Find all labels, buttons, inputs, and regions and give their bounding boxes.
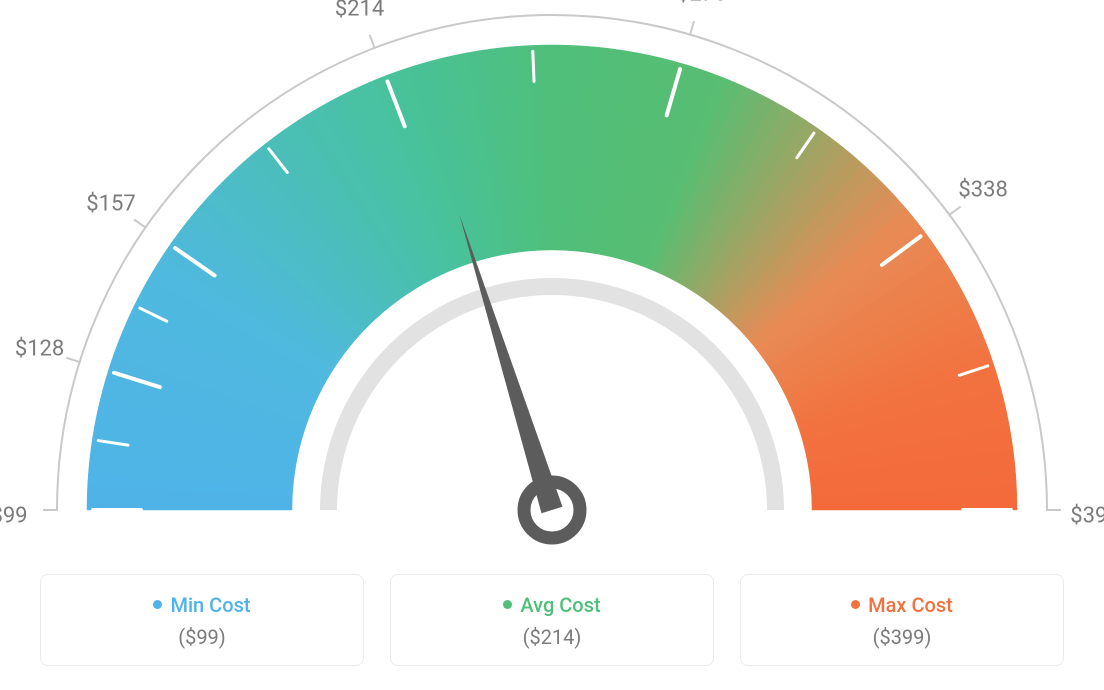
tick-label: $128 [15, 337, 64, 362]
legend-card-max: Max Cost ($399) [740, 574, 1064, 666]
legend-card-avg: Avg Cost ($214) [390, 574, 714, 666]
gauge-arc [87, 45, 1017, 510]
legend-title-min: Min Cost [41, 593, 363, 617]
dot-max [851, 600, 860, 609]
legend-row: Min Cost ($99) Avg Cost ($214) Max Cost … [40, 574, 1064, 666]
tick-label: $99 [0, 504, 28, 529]
tick-label: $399 [1070, 504, 1104, 529]
tick-label: $276 [677, 0, 726, 7]
legend-title-avg-text: Avg Cost [520, 593, 600, 617]
legend-title-min-text: Min Cost [170, 593, 250, 617]
dot-min [153, 600, 162, 609]
gauge-chart: $99 $128 $157 $214 $276 $338 $399 [0, 0, 1104, 560]
legend-value-avg: ($214) [391, 625, 713, 649]
legend-title-max-text: Max Cost [868, 593, 953, 617]
legend-value-max: ($399) [741, 625, 1063, 649]
tick-label: $157 [86, 191, 135, 216]
gauge-svg [0, 0, 1104, 560]
legend-value-min: ($99) [41, 625, 363, 649]
inner-ring [320, 278, 784, 510]
legend-card-min: Min Cost ($99) [40, 574, 364, 666]
dot-avg [503, 600, 512, 609]
gauge-needle [459, 214, 562, 513]
legend-title-avg: Avg Cost [391, 593, 713, 617]
tick-label: $338 [958, 177, 1007, 202]
tick-label: $214 [335, 0, 384, 21]
legend-title-max: Max Cost [741, 593, 1063, 617]
